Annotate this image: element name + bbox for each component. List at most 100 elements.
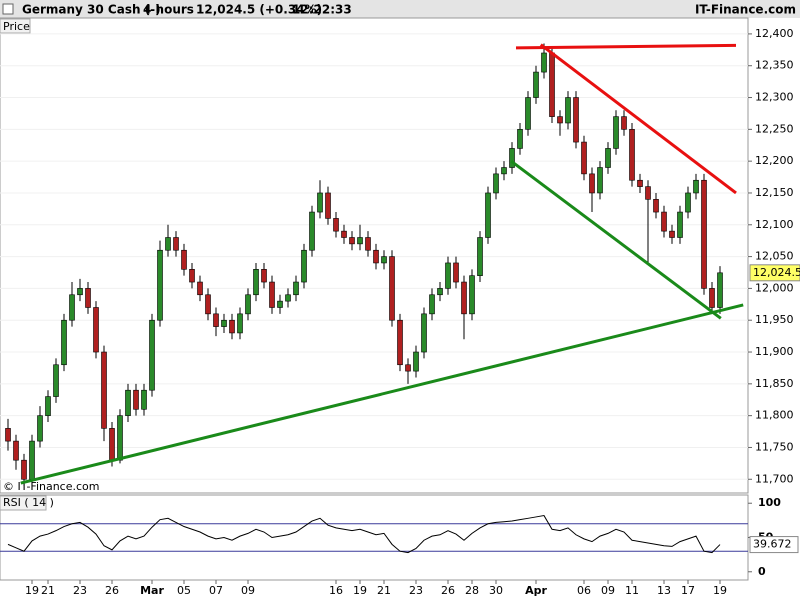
menu-icon[interactable] bbox=[2, 3, 14, 15]
candle-body bbox=[37, 415, 43, 442]
candle-body bbox=[525, 97, 531, 130]
instrument: Germany 30 Cash (-) bbox=[22, 3, 161, 17]
panel-label: Price bbox=[3, 20, 30, 33]
x-tick-label: 17 bbox=[681, 584, 695, 597]
candle-body bbox=[117, 415, 123, 461]
candle-body bbox=[445, 262, 451, 289]
candle-body bbox=[341, 230, 347, 238]
y-tick-label: 12,150 bbox=[755, 186, 794, 199]
candle-body bbox=[69, 294, 75, 321]
candle-body bbox=[453, 262, 459, 283]
candle-body bbox=[397, 319, 403, 366]
y-tick-label: 11,750 bbox=[755, 440, 794, 453]
last-price-label: 12,024.5 bbox=[753, 266, 800, 279]
x-tick-label: 19 bbox=[25, 584, 39, 597]
quote: 12,024.5 (+0.34%) bbox=[196, 3, 322, 17]
y-tick-label: 12,000 bbox=[755, 281, 794, 294]
y-tick-label: 12,050 bbox=[755, 250, 794, 263]
x-tick-label: 21 bbox=[41, 584, 55, 597]
candle-body bbox=[165, 237, 171, 251]
candle-body bbox=[709, 288, 715, 308]
candle-body bbox=[493, 173, 499, 194]
x-tick-label: 09 bbox=[601, 584, 615, 597]
candle-body bbox=[157, 249, 163, 321]
candle-body bbox=[349, 237, 355, 245]
candle-body bbox=[637, 179, 643, 187]
rsi-panel bbox=[0, 494, 749, 581]
candle-body bbox=[365, 237, 371, 251]
candle-body bbox=[413, 351, 419, 372]
candle-body bbox=[205, 294, 211, 315]
time: 12:22:33 bbox=[292, 3, 352, 17]
candle-body bbox=[437, 288, 443, 296]
candle-body bbox=[533, 71, 539, 98]
candle-body bbox=[669, 230, 675, 238]
candle-body bbox=[317, 192, 323, 213]
candle-body bbox=[661, 211, 667, 232]
candle-body bbox=[181, 249, 187, 270]
candle-body bbox=[21, 459, 27, 480]
candle-body bbox=[213, 313, 219, 327]
candle-body bbox=[285, 294, 291, 302]
y-tick-label: 11,950 bbox=[755, 313, 794, 326]
y-tick-label: 11,700 bbox=[755, 472, 794, 485]
candle-body bbox=[357, 237, 363, 245]
candle-body bbox=[653, 199, 659, 213]
candle-body bbox=[389, 256, 395, 321]
x-tick-label: 30 bbox=[489, 584, 503, 597]
candle-body bbox=[85, 288, 91, 308]
candle-body bbox=[621, 116, 627, 130]
candle-body bbox=[405, 364, 411, 372]
y-tick-label: 0 bbox=[758, 565, 766, 578]
x-tick-label: 16 bbox=[329, 584, 343, 597]
panel-label: RSI ( 14 ) bbox=[3, 496, 54, 509]
x-tick-label: Mar bbox=[140, 584, 164, 597]
x-tick-label: Apr bbox=[525, 584, 547, 597]
candle-body bbox=[173, 237, 179, 251]
x-tick-label: 21 bbox=[377, 584, 391, 597]
y-tick-label: 12,250 bbox=[755, 122, 794, 135]
candle-body bbox=[701, 179, 707, 289]
candle-body bbox=[597, 167, 603, 194]
candle-body bbox=[565, 97, 571, 124]
candle-body bbox=[509, 148, 515, 168]
y-tick-label: 100 bbox=[758, 496, 781, 509]
y-tick-label: 12,100 bbox=[755, 218, 794, 231]
x-tick-label: 26 bbox=[441, 584, 455, 597]
candle-body bbox=[189, 269, 195, 283]
candle-body bbox=[13, 440, 19, 461]
x-tick-label: 19 bbox=[353, 584, 367, 597]
candle-body bbox=[309, 211, 315, 251]
candle-body bbox=[45, 396, 51, 416]
trendline bbox=[20, 303, 744, 485]
x-tick-label: 26 bbox=[105, 584, 119, 597]
candle-body bbox=[77, 288, 83, 296]
candle-body bbox=[133, 389, 139, 410]
candle-body bbox=[573, 97, 579, 143]
y-tick-label: 12,350 bbox=[755, 59, 794, 72]
x-tick-label: 28 bbox=[465, 584, 479, 597]
candle-body bbox=[717, 272, 723, 308]
x-tick-label: 23 bbox=[409, 584, 423, 597]
trendline bbox=[510, 159, 722, 320]
y-tick-label: 12,300 bbox=[755, 91, 794, 104]
candle-body bbox=[541, 52, 547, 73]
candle-body bbox=[109, 428, 115, 461]
candle-body bbox=[485, 192, 491, 238]
candle-body bbox=[301, 249, 307, 283]
period: 4 hours bbox=[143, 3, 194, 17]
candle-body bbox=[269, 281, 275, 308]
candle-body bbox=[469, 275, 475, 315]
candle-body bbox=[237, 313, 243, 334]
candle-body bbox=[93, 307, 99, 353]
x-tick-label: 13 bbox=[657, 584, 671, 597]
rsi-line bbox=[7, 515, 721, 554]
candle-body bbox=[373, 249, 379, 264]
panel-label-box bbox=[0, 18, 31, 34]
header-bar bbox=[0, 0, 800, 18]
candle-body bbox=[253, 269, 259, 296]
candle-body bbox=[245, 294, 251, 315]
candle-body bbox=[461, 281, 467, 315]
candle-body bbox=[677, 211, 683, 238]
x-tick-label: 11 bbox=[625, 584, 639, 597]
